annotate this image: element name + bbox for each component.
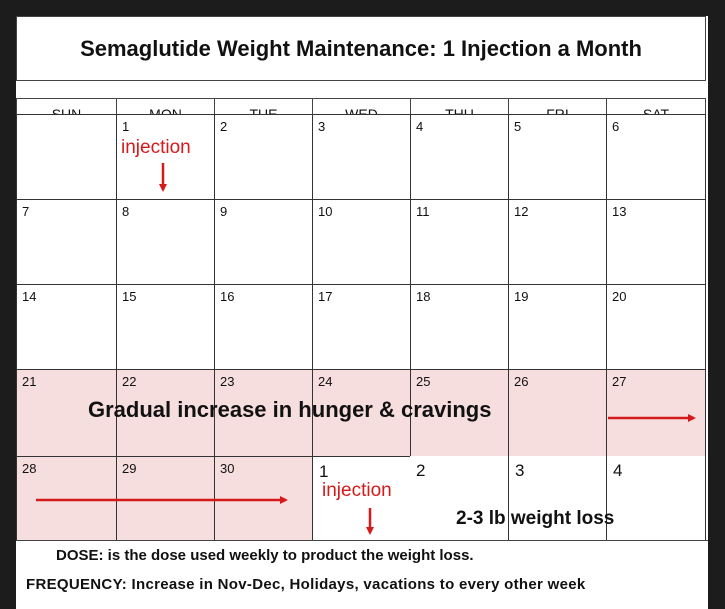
day-cell: 9	[214, 199, 313, 285]
day-cell: 26	[508, 369, 607, 457]
day-cell: 12	[508, 199, 607, 285]
weight-loss-note: 2-3 lb weight loss	[456, 508, 615, 529]
day-number: 28	[22, 461, 37, 476]
day-number: 18	[416, 289, 431, 304]
day-cell: 24	[312, 369, 411, 457]
frequency-note: FREQUENCY: Increase in Nov-Dec, Holidays…	[26, 576, 586, 593]
day-cell: 22	[116, 369, 215, 457]
injection-note: injection	[322, 480, 392, 501]
day-number: 2	[416, 461, 426, 480]
day-cell: 4	[410, 114, 509, 204]
day-number: 19	[514, 289, 529, 304]
day-cell: 13	[606, 199, 706, 285]
day-cell: 14	[16, 284, 117, 370]
day-cell: 11	[410, 199, 509, 285]
day-cell: 3	[312, 114, 411, 204]
day-number: 27	[612, 374, 627, 389]
day-cell: 20	[606, 284, 706, 370]
day-cell: 4	[606, 456, 706, 546]
day-number: 3	[515, 461, 525, 480]
day-number: 25	[416, 374, 431, 389]
day-cell: 15	[116, 284, 215, 370]
day-number: 13	[612, 204, 627, 219]
day-number: 15	[122, 289, 137, 304]
day-cell	[16, 114, 117, 204]
day-cell: 30	[214, 456, 313, 546]
day-number: 23	[220, 374, 235, 389]
day-number: 20	[612, 289, 627, 304]
week-row-5: 28 29 30 1 2 3 4	[16, 456, 708, 546]
day-number: 7	[22, 204, 30, 219]
day-cell: 16	[214, 284, 313, 370]
day-number: 16	[220, 289, 235, 304]
day-number: 1	[319, 462, 329, 481]
day-number: 6	[612, 119, 620, 134]
calendar-sheet: Semaglutide Weight Maintenance: 1 Inject…	[16, 16, 708, 608]
day-number: 24	[318, 374, 333, 389]
day-cell: 2	[214, 114, 313, 204]
day-cell: 29	[116, 456, 215, 546]
week-row-4: 21 22 23 24 25 26 27	[16, 369, 708, 457]
week-row-1: 1 2 3 4 5 6	[16, 114, 708, 204]
day-number: 14	[22, 289, 37, 304]
day-cell: 21	[16, 369, 117, 457]
day-number: 11	[416, 204, 430, 219]
day-number: 2	[220, 119, 228, 134]
calendar-title: Semaglutide Weight Maintenance: 1 Inject…	[16, 16, 706, 81]
day-number: 9	[220, 204, 228, 219]
day-cell: 10	[312, 199, 411, 285]
day-cell: 3	[508, 456, 607, 546]
day-number: 21	[22, 374, 37, 389]
day-number: 30	[220, 461, 235, 476]
day-cell: 17	[312, 284, 411, 370]
day-cell: 7	[16, 199, 117, 285]
day-cell: 1	[116, 114, 215, 204]
injection-note: injection	[121, 137, 191, 158]
day-cell: 18	[410, 284, 509, 370]
day-cell: 1	[312, 456, 411, 546]
dose-note: DOSE: is the dose used weekly to product…	[56, 547, 474, 564]
day-number: 4	[416, 119, 424, 134]
day-number: 29	[122, 461, 137, 476]
day-number: 3	[318, 119, 326, 134]
day-number: 4	[613, 461, 623, 480]
day-number: 12	[514, 204, 529, 219]
day-cell: 8	[116, 199, 215, 285]
day-number: 1	[122, 119, 130, 134]
day-number: 17	[318, 289, 333, 304]
day-cell: 27	[606, 369, 706, 457]
day-number: 10	[318, 204, 333, 219]
day-cell: 28	[16, 456, 117, 546]
day-cell: 6	[606, 114, 706, 204]
day-number: 26	[514, 374, 529, 389]
hunger-note: Gradual increase in hunger & cravings	[88, 397, 492, 422]
day-number: 5	[514, 119, 522, 134]
day-number: 8	[122, 204, 130, 219]
day-cell: 2	[410, 456, 509, 546]
footer-notes: DOSE: is the dose used weekly to product…	[16, 540, 708, 609]
day-cell: 19	[508, 284, 607, 370]
week-row-2: 7 8 9 10 11 12 13	[16, 199, 708, 285]
day-cell: 5	[508, 114, 607, 204]
week-row-3: 14 15 16 17 18 19 20	[16, 284, 708, 370]
day-number: 22	[122, 374, 137, 389]
